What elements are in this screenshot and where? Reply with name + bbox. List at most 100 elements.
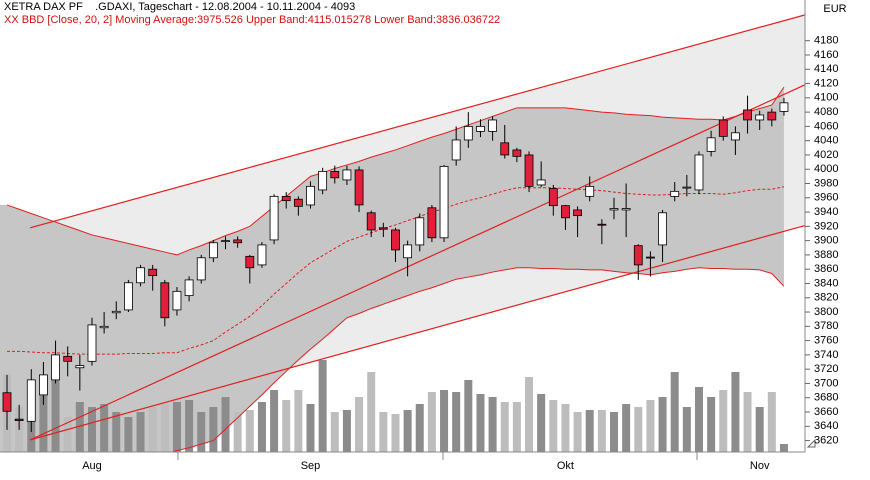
volume-bar xyxy=(573,412,582,452)
candle-body xyxy=(39,374,48,396)
subtitle: .GDAXI, Tageschart - 12.08.2004 - 10.11.… xyxy=(95,1,356,13)
volume-bar xyxy=(476,394,485,452)
candle-body xyxy=(755,114,765,121)
volume-bar xyxy=(306,404,315,452)
candle-body xyxy=(26,379,36,422)
candle-body xyxy=(75,365,85,369)
volume-bar xyxy=(379,412,388,452)
volume-bar xyxy=(427,392,436,452)
candle-body xyxy=(51,354,60,381)
volume-bar xyxy=(743,392,752,452)
y-tick-label: 4120 xyxy=(814,77,838,89)
currency: EUR xyxy=(823,3,846,15)
trendline xyxy=(29,84,805,441)
candle-body xyxy=(500,142,510,156)
candle-body xyxy=(427,207,437,239)
volume-bar xyxy=(646,400,655,452)
volume-bar xyxy=(63,417,72,452)
candle-body xyxy=(476,125,485,132)
y-tick-label: 4160 xyxy=(814,49,838,61)
indicator-label: XX BBD [Close, 20, 2] Moving Average:397… xyxy=(4,14,501,26)
volume-bar xyxy=(719,390,728,452)
y-tick-label: 4020 xyxy=(814,149,838,161)
y-tick-label: 3980 xyxy=(814,177,838,189)
candle-body xyxy=(403,244,413,259)
resize-icon[interactable] xyxy=(806,438,816,448)
candle-body xyxy=(731,132,740,141)
candle-body xyxy=(524,154,534,187)
candle-body xyxy=(658,212,667,246)
candle-body xyxy=(633,245,643,266)
y-tick-label: 3780 xyxy=(814,320,838,332)
volume-bar xyxy=(148,407,157,452)
volume-bar xyxy=(75,402,84,452)
volume-bar xyxy=(682,407,691,452)
y-tick-label: 3820 xyxy=(814,292,838,304)
volume-bar xyxy=(767,392,776,452)
y-tick-label: 3960 xyxy=(814,192,838,204)
volume-bar xyxy=(294,390,303,452)
candle-body xyxy=(609,208,619,211)
candle-body xyxy=(245,255,255,269)
y-tick-label: 3720 xyxy=(814,363,838,375)
volume-bar xyxy=(512,402,521,452)
volume-bar xyxy=(670,372,679,452)
candle-body xyxy=(718,119,728,137)
candle-body xyxy=(99,325,109,329)
volume-bar xyxy=(87,407,96,452)
volume-bar xyxy=(257,402,266,452)
candle-body xyxy=(415,217,425,246)
volume-bar xyxy=(755,407,764,452)
volume-bar xyxy=(694,387,703,452)
volume-bar xyxy=(537,394,546,452)
trendline xyxy=(29,14,805,229)
y-tick-label: 3680 xyxy=(814,392,838,404)
candle-body xyxy=(293,198,303,207)
volume-bar xyxy=(136,412,145,452)
moving-average xyxy=(7,186,785,355)
y-tick-label: 3940 xyxy=(814,206,838,218)
candle-body xyxy=(2,392,12,412)
volume-bar xyxy=(597,410,606,452)
candle-body xyxy=(451,139,461,161)
volume-bar xyxy=(245,410,254,452)
candle-body xyxy=(573,209,582,217)
volume-bar xyxy=(415,404,424,452)
candle-body xyxy=(233,239,243,244)
volume-bar xyxy=(488,397,497,452)
y-tick-label: 3880 xyxy=(814,249,838,261)
candle-body xyxy=(281,195,291,202)
chart-title: XETRA DAX PF .GDAXI, Tageschart - 12.08.… xyxy=(4,1,355,13)
candle-body xyxy=(621,208,631,211)
candle-body xyxy=(767,111,777,121)
volume-bar xyxy=(233,412,242,452)
candle-body xyxy=(706,137,716,152)
volume-bar xyxy=(622,404,631,452)
title: XETRA DAX PF xyxy=(4,1,83,13)
candle-body xyxy=(488,119,498,132)
y-tick-label: 4180 xyxy=(814,35,838,47)
volume-bar xyxy=(658,397,667,452)
volume-bar xyxy=(634,407,643,452)
volume-bar xyxy=(160,404,169,452)
candle-body xyxy=(548,188,558,207)
volume-bar xyxy=(610,412,618,452)
volume-bar xyxy=(355,397,364,452)
candle-body xyxy=(512,149,522,157)
volume-bar xyxy=(39,392,48,452)
volume-bar xyxy=(209,407,218,452)
volume-bar xyxy=(270,390,279,452)
y-tick-label: 3620 xyxy=(814,434,838,446)
volume-bar xyxy=(731,372,740,452)
candle-body xyxy=(330,170,340,179)
volume-bar xyxy=(330,412,339,452)
candle-body xyxy=(136,267,145,284)
volume-bar xyxy=(391,414,400,452)
x-tick-label: Okt xyxy=(557,460,574,472)
candle-body xyxy=(536,179,546,186)
candle-body xyxy=(646,256,655,259)
candle-body xyxy=(463,125,473,141)
x-tick-label: Sep xyxy=(301,460,321,472)
y-tick-label: 3700 xyxy=(814,377,838,389)
